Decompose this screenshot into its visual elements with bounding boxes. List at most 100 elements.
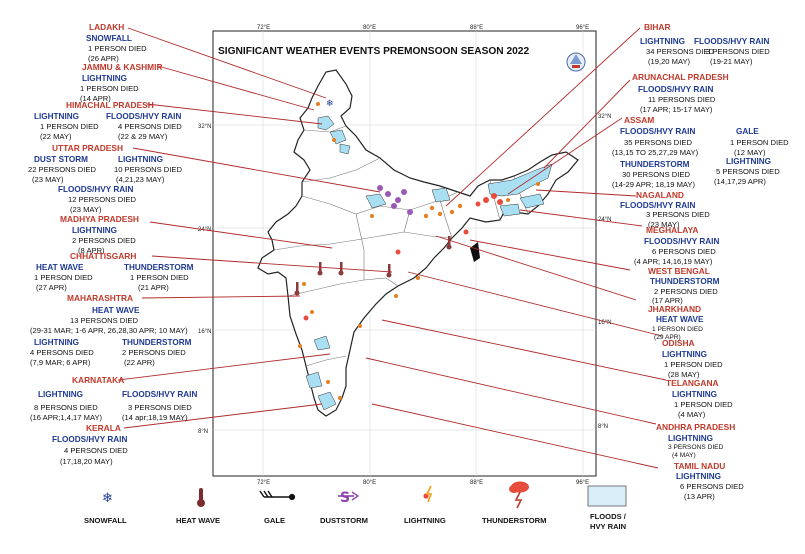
legend-label: GALE (264, 516, 285, 525)
event-type: LIGHTNING (662, 350, 707, 359)
state-name: JHARKHAND (648, 304, 701, 314)
event-type: LIGHTNING (82, 74, 127, 83)
lon-label: 96°E (576, 25, 589, 31)
event-type: LIGHTNING (34, 112, 79, 121)
event-dates: (7,9 MAR; 6 APR) (30, 358, 91, 367)
event-dates: (29-31 MAR; 1-6 APR, 26,28,30 APR; 10 MA… (30, 326, 188, 335)
event-type: SNOWFALL (86, 34, 132, 43)
event-type: FLOODS/HVY RAIN (638, 85, 713, 94)
event-dates: (16 APR;1,4,17 MAY) (30, 413, 103, 422)
lon-label: 88°E (470, 480, 483, 486)
event-type: LIGHTNING (118, 155, 163, 164)
death-count: 3 PERSONS DIED (668, 444, 724, 451)
event-type: LIGHTNING (726, 157, 771, 166)
state-karnataka: KARNATAKA LIGHTNING 8 PERSONS DIED (16 A… (30, 375, 197, 422)
state-chhattisgarh: CHHATTISGARH HEAT WAVE 1 PERSON DIED (27… (34, 251, 194, 292)
death-count: 1 PERSON DIED (130, 273, 189, 282)
event-dates: (17,18,20 MAY) (60, 457, 113, 466)
state-tamil-nadu: TAMIL NADU LIGHTNING 6 PERSONS DIED (13 … (674, 461, 744, 501)
legend-item-snowfall: ❄ SNOWFALL (84, 491, 127, 525)
death-count: 4 PERSONS DIED (30, 348, 94, 357)
state-jammu-kashmir: JAMMU & KASHMIR LIGHTNING 1 PERSON DIED … (80, 62, 163, 103)
death-count: 2 PERSONS DIED (122, 348, 186, 357)
state-name: TAMIL NADU (674, 461, 725, 471)
event-type: FLOODS/HVY RAIN (58, 185, 133, 194)
event-dates: (4 APR; 14,16,19 MAY) (634, 257, 713, 266)
event-dates: (29 APR) (654, 334, 681, 341)
lat-label: 32°N (198, 124, 211, 130)
event-type: LIGHTNING (668, 434, 713, 443)
sundarbans-marker (470, 242, 480, 262)
death-count: 5 PERSONS DIED (716, 167, 780, 176)
event-type: LIGHTNING (72, 226, 117, 235)
lon-label: 88°E (470, 25, 483, 31)
legend-item-heat-wave: HEAT WAVE (176, 488, 220, 525)
event-dates: (14-29 APR; 18,19 MAY) (612, 180, 695, 189)
event-dates: (19-21 MAY) (710, 57, 753, 66)
event-type: HEAT WAVE (656, 315, 704, 324)
death-count: 3 PERSONS DIED (706, 47, 770, 56)
event-dates: (27 APR) (36, 283, 67, 292)
state-name: NAGALAND (636, 190, 684, 200)
state-name: JAMMU & KASHMIR (82, 62, 163, 72)
event-dates: (17 APR) (652, 296, 683, 305)
state-bihar: BIHAR LIGHTNING 34 PERSONS DIED (19,20 M… (640, 22, 770, 66)
event-dates: (4 MAY) (678, 410, 706, 419)
legend-label: FLOODS / (590, 512, 627, 521)
lon-label: 80°E (363, 480, 376, 486)
lightning-icon (423, 485, 433, 503)
legend-label: HEAT WAVE (176, 516, 220, 525)
svg-text:S: S (340, 490, 350, 506)
event-dates: (14,17,29 APR) (714, 177, 766, 186)
thermometer-icon (197, 488, 205, 507)
event-dates: (23 MAY) (32, 175, 64, 184)
state-arunachal-pradesh: ARUNACHAL PRADESH FLOODS/HVY RAIN 11 PER… (632, 72, 729, 114)
state-name: LADAKH (89, 22, 124, 32)
state-name: CHHATTISGARH (70, 251, 136, 261)
map-title: SIGNIFICANT WEATHER EVENTS PREMONSOON SE… (218, 46, 529, 57)
death-count: 6 PERSONS DIED (680, 482, 744, 491)
longitude-labels-top: 72°E 80°E 88°E 96°E (257, 25, 589, 31)
india-outline (257, 69, 579, 417)
state-name: UTTAR PRADESH (52, 143, 123, 153)
legend-item-floods: FLOODS / HVY RAIN (587, 485, 627, 531)
state-kerala: KERALA FLOODS/HVY RAIN 4 PERSONS DIED (1… (52, 423, 128, 466)
state-name: BIHAR (644, 22, 671, 32)
flood-areas (305, 115, 553, 411)
death-count: 2 PERSONS DIED (72, 236, 136, 245)
state-assam: ASSAM FLOODS/HVY RAIN 35 PERSONS DIED (1… (612, 115, 789, 189)
lat-label: 24°N (598, 217, 611, 223)
death-count: 8 PERSONS DIED (34, 403, 98, 412)
event-type: LIGHTNING (672, 390, 717, 399)
event-type: FLOODS/HVY RAIN (694, 37, 769, 46)
event-dates: (12 MAY) (734, 148, 766, 157)
lat-label: 32°N (598, 114, 611, 120)
state-name: MEGHALAYA (646, 225, 698, 235)
death-count: 2 PERSONS DIED (654, 287, 718, 296)
event-type: FLOODS/HVY RAIN (620, 201, 695, 210)
legend: ❄ SNOWFALL HEAT WAVE GALE S DUSTS (84, 481, 627, 531)
state-madhya-pradesh: MADHYA PRADESH LIGHTNING 2 PERSONS DIED … (60, 214, 139, 255)
legend-item-duststorm: S DUSTSTORM (320, 490, 368, 525)
death-count: 6 PERSONS DIED (652, 247, 716, 256)
state-name: MAHARASHTRA (67, 293, 133, 303)
state-jharkhand: JHARKHAND HEAT WAVE 1 PERSON DIED (29 AP… (648, 304, 704, 341)
lat-label: 16°N (198, 329, 211, 335)
event-type: HEAT WAVE (92, 306, 140, 315)
state-name: KARNATAKA (72, 375, 124, 385)
state-telangana: TELANGANA LIGHTNING 1 PERSON DIED (4 MAY… (666, 378, 733, 419)
state-uttar-pradesh: UTTAR PRADESH DUST STORM 22 PERSONS DIED… (28, 143, 182, 214)
event-type: HEAT WAVE (36, 263, 84, 272)
death-count: 12 PERSONS DIED (68, 195, 136, 204)
thunderstorm-markers (303, 193, 503, 321)
snowflake-icon: ❄ (102, 491, 113, 506)
lon-label: 72°E (257, 25, 270, 31)
state-meghalaya: MEGHALAYA FLOODS/HVY RAIN 6 PERSONS DIED… (634, 225, 719, 266)
event-type: FLOODS/HVY RAIN (122, 390, 197, 399)
state-name: HIMACHAL PRADESH (66, 100, 154, 110)
state-odisha: ODISHA LIGHTNING 1 PERSON DIED (28 MAY) (662, 338, 723, 379)
event-type: THUNDERSTORM (620, 160, 690, 169)
event-type: LIGHTNING (640, 37, 685, 46)
event-type: DUST STORM (34, 155, 88, 164)
